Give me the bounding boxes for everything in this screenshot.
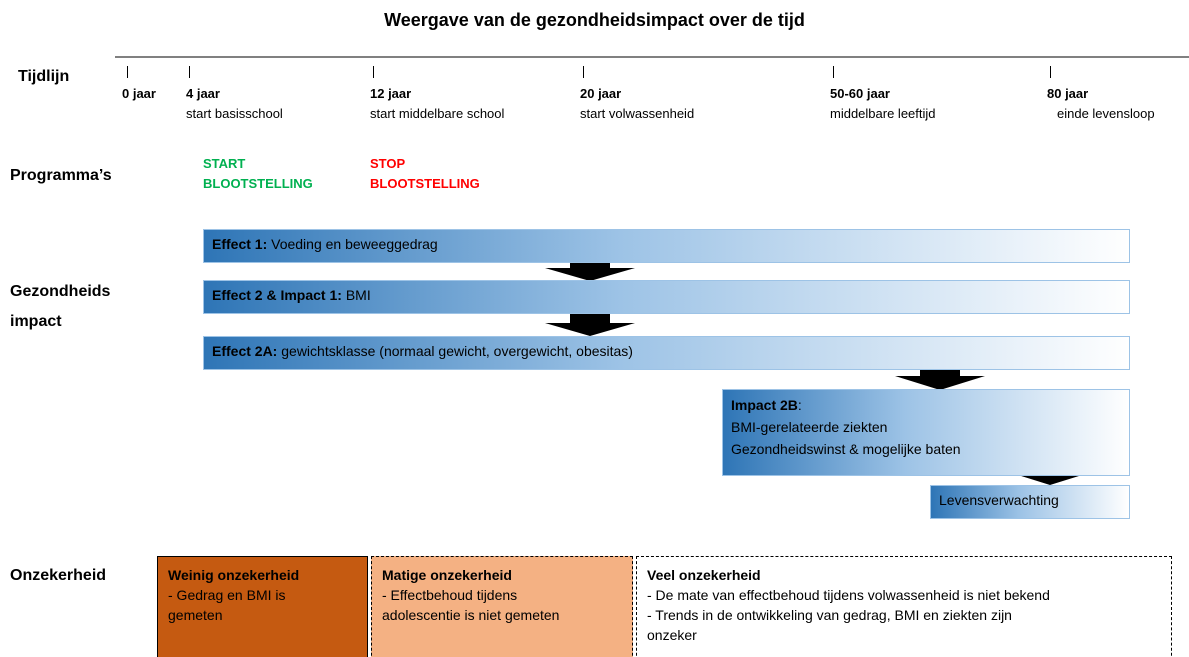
uncertainty-box: Weinig onzekerheid - Gedrag en BMI is geme… bbox=[157, 556, 368, 657]
text: Effect 1: bbox=[212, 236, 268, 252]
text: Gezondheidswinst & mogelijke baten bbox=[731, 441, 961, 457]
timeline-description: einde levensloop bbox=[1057, 106, 1155, 121]
program-start: START BLOOTSTELLING bbox=[203, 154, 313, 194]
text: Voeding en beweeggedrag bbox=[267, 236, 438, 252]
text: - Effectbehoud tijdens bbox=[382, 587, 518, 603]
text: Impact 2B bbox=[731, 397, 798, 413]
text: impact bbox=[10, 313, 62, 330]
tick bbox=[583, 66, 584, 78]
timeline-description: start middelbare school bbox=[370, 106, 505, 121]
impact-box: Levensverwachting bbox=[930, 485, 1130, 519]
text: BMI-gerelateerde ziekten bbox=[731, 419, 888, 435]
tick bbox=[1050, 66, 1051, 78]
timeline-label: Tijdlijn bbox=[18, 68, 70, 85]
arrow bbox=[895, 369, 985, 390]
text: Gezondheids bbox=[10, 283, 111, 300]
text: START bbox=[203, 156, 246, 171]
timeline-description: middelbare leeftijd bbox=[830, 106, 936, 121]
impact-box: Effect 1: Voeding en beweeggedrag bbox=[203, 229, 1130, 263]
text: Weinig onzekerheid bbox=[168, 567, 300, 583]
text: Matige onzekerheid bbox=[382, 567, 512, 583]
program-stop: STOP BLOOTSTELLING bbox=[370, 154, 480, 194]
timeline-age: 20 jaar bbox=[580, 86, 622, 101]
text: BMI bbox=[341, 287, 371, 303]
impact-box: Effect 2 & Impact 1: BMI bbox=[203, 280, 1130, 314]
uncertainty-box: Matige onzekerheid - Effectbehoud tijdens… bbox=[371, 556, 633, 657]
text: gemeten bbox=[168, 607, 223, 623]
tick bbox=[373, 66, 374, 78]
text: - Gedrag en BMI is bbox=[168, 587, 286, 603]
uncertainty-label: Onzekerheid bbox=[10, 567, 107, 584]
text: Effect 2 & Impact 1: bbox=[212, 287, 342, 303]
text: gewichtsklasse (normaal gewicht, overgew… bbox=[277, 343, 633, 359]
text: BLOOTSTELLING bbox=[203, 176, 313, 191]
arrow bbox=[545, 257, 635, 281]
timeline-age: 4 jaar bbox=[186, 86, 220, 101]
timeline-age: 0 jaar bbox=[122, 86, 156, 101]
text: Levensverwachting bbox=[939, 492, 1059, 508]
timeline-age: 12 jaar bbox=[370, 86, 412, 101]
impact-box: Impact 2B: BMI-gerelateerde ziekten Gezond… bbox=[722, 389, 1130, 476]
impact-label: Gezondheids impact bbox=[10, 277, 110, 337]
text: - Trends in de ontwikkeling van gedrag, … bbox=[647, 607, 1012, 623]
text: - De mate van effectbehoud tijdens volwa… bbox=[647, 587, 1050, 603]
tick bbox=[189, 66, 190, 78]
text: Veel onzekerheid bbox=[647, 567, 761, 583]
tick bbox=[127, 66, 128, 78]
text: : bbox=[797, 397, 802, 413]
title: Weergave van de gezondheidsimpact over d… bbox=[384, 10, 805, 30]
tick bbox=[833, 66, 834, 78]
text: BLOOTSTELLING bbox=[370, 176, 480, 191]
timeline-description: start volwassenheid bbox=[580, 106, 695, 121]
text: onzeker bbox=[647, 627, 697, 643]
text: Effect 2A: bbox=[212, 343, 278, 359]
text: adolescentie is niet gemeten bbox=[382, 607, 560, 623]
impact-box: Effect 2A: gewichtsklasse (normaal gewic… bbox=[203, 336, 1130, 370]
timeline-age: 80 jaar bbox=[1047, 86, 1089, 101]
timeline-description: start basisschool bbox=[186, 106, 283, 121]
text: STOP bbox=[370, 156, 406, 171]
timeline-age: 50-60 jaar bbox=[830, 86, 890, 101]
programs-label: Programma’s bbox=[10, 167, 112, 184]
uncertainty-box: Veel onzekerheid - De mate van effectbeho… bbox=[636, 556, 1172, 657]
arrow bbox=[545, 312, 635, 336]
